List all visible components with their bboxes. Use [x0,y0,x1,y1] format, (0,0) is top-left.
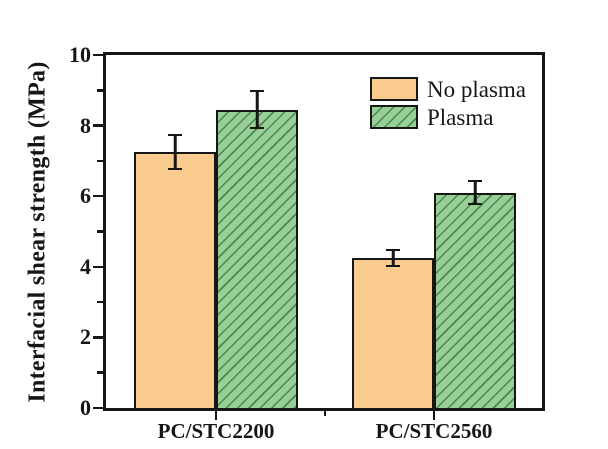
y-minor-tick [97,159,103,163]
legend-item-plasma: Plasma [370,105,526,129]
y-minor-tick [97,89,103,92]
x-category-label-pc-stc2200: PC/STC2200 [157,419,275,443]
y-tick-label-10: 10 [69,42,91,67]
y-minor-tick [97,300,103,304]
y-tick-label-2: 2 [80,324,91,350]
y-major-tick [93,53,103,57]
x-major-tick-pc-stc2560 [432,411,436,420]
y-major-tick [93,265,103,269]
y-minor-tick [97,230,103,233]
legend-label-no-plasma: No plasma [427,76,527,102]
plot-area: PC/STC2200 PC/STC2560 No plasma Plasma 0… [69,44,545,442]
y-tick-label-8: 8 [80,112,91,138]
x-category-label-pc-stc2560: PC/STC2560 [375,419,493,443]
x-major-tick-pc-stc2200 [214,411,218,420]
y-major-tick [93,124,103,127]
y-axis-title: Interfacial shear strength (MPa) [24,61,51,403]
y-major-tick [93,336,103,339]
y-tick-label-6: 6 [80,183,91,209]
bar-no-plasma-pc-stc2200 [134,152,216,408]
y-tick-label-0: 0 [80,395,91,420]
error-bar-no-plasma-pc-stc2560 [386,249,400,267]
error-bar-no-plasma-pc-stc2200 [168,134,182,170]
y-tick-label-4: 4 [80,253,91,279]
y-major-tick [93,194,103,198]
legend: No plasma Plasma [370,77,526,129]
error-bar-plasma-pc-stc2200 [250,90,264,130]
y-major-tick [93,406,103,410]
y-minor-tick [97,371,103,374]
bar-no-plasma-pc-stc2560 [352,257,434,408]
bar-plasma-pc-stc2560 [434,192,516,408]
legend-swatch-no-plasma [370,77,418,101]
legend-label-plasma: Plasma [427,104,494,130]
legend-swatch-plasma [370,105,418,129]
x-minor-tick [323,411,327,416]
error-bar-plasma-pc-stc2560 [468,180,482,206]
bar-plasma-pc-stc2200 [216,109,298,408]
legend-item-no-plasma: No plasma [370,77,526,101]
